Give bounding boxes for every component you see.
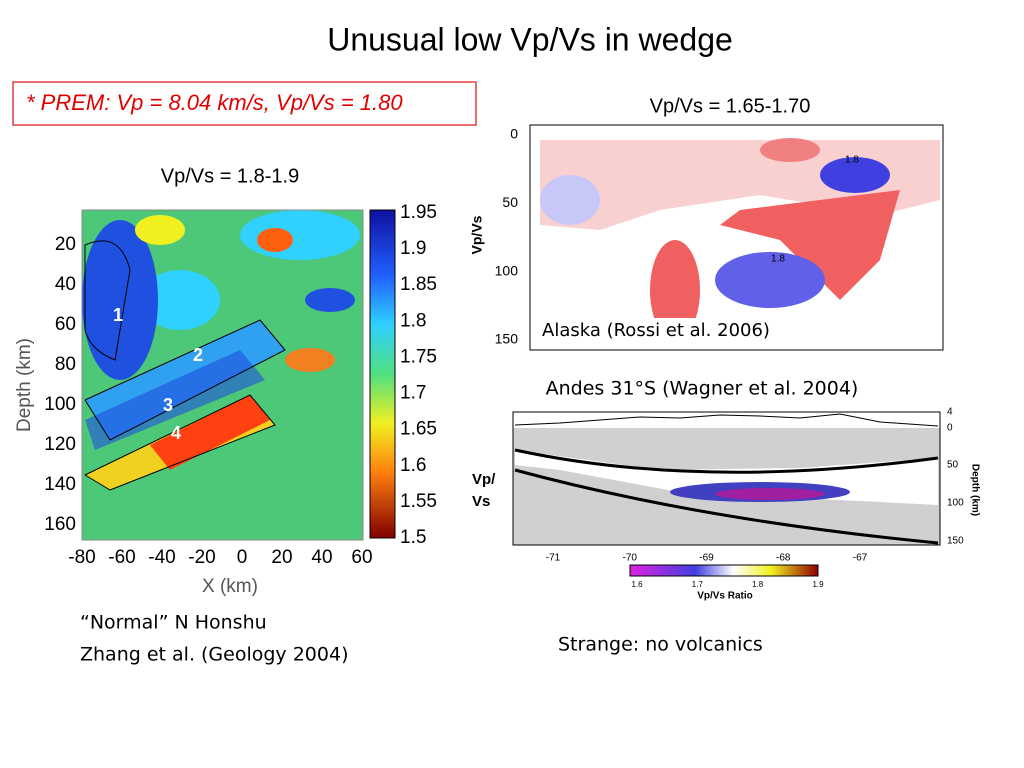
y-axis-label: Vp/ (472, 471, 496, 488)
caption: “Normal” N Honshu (80, 612, 267, 634)
contour-label: 1.8 (845, 155, 859, 166)
colorbar-tick: 1.65 (400, 419, 437, 440)
tick-label: 100 (947, 498, 964, 509)
tick-label: 4 (947, 407, 953, 418)
tomography-image (529, 124, 944, 351)
tick-label: 60 (55, 314, 76, 335)
tick-label: 50 (502, 194, 518, 210)
tick-label: 40 (55, 274, 76, 295)
colorbar-tick: 1.8 (752, 580, 764, 589)
colorbar-tick: 1.95 (400, 202, 437, 223)
colorbar-tick: 1.7 (400, 383, 426, 404)
tick-label: 0 (237, 547, 248, 568)
tick-label: 160 (44, 514, 76, 535)
colorbar-tick: 1.75 (400, 346, 437, 367)
tick-label: -60 (108, 547, 135, 568)
colorbar-tick: 1.8 (400, 310, 426, 331)
panel-heading: Vp/Vs = 1.8-1.9 (161, 165, 299, 187)
colorbar-tick: 1.9 (812, 580, 824, 589)
note: * PREM: Vp = 8.04 km/s, Vp/Vs = 1.80 (26, 90, 403, 115)
colorbar-tick: 1.6 (400, 455, 426, 476)
tick-label: 0 (510, 126, 518, 142)
tick-label: -40 (148, 547, 175, 568)
tick-label: 140 (44, 474, 76, 495)
colorbar-tick: 1.6 (631, 580, 643, 589)
tick-label: 100 (495, 262, 519, 278)
region-label: 2 (193, 345, 203, 365)
colorbar-tick: 1.5 (400, 527, 426, 548)
tick-label: 20 (55, 234, 76, 255)
tick-label: 40 (311, 547, 332, 568)
colorbar-tick: 1.85 (400, 274, 437, 295)
region-label: 1 (113, 305, 123, 325)
x-axis-label: X (km) (202, 576, 258, 597)
inset-label: Alaska (Rossi et al. 2006) (542, 320, 770, 341)
colorbar (629, 564, 819, 577)
colorbar (369, 209, 396, 539)
tick-label: 120 (44, 434, 76, 455)
contour-label: 1.8 (771, 254, 785, 265)
tick-label: 60 (351, 547, 372, 568)
tick-label: -70 (623, 553, 638, 564)
tick-label: 100 (44, 394, 76, 415)
tick-label: -20 (188, 547, 215, 568)
tick-label: 50 (947, 460, 959, 471)
note-box (12, 81, 477, 126)
caption: Zhang et al. (Geology 2004) (80, 644, 349, 666)
tick-label: 0 (947, 423, 953, 434)
y-axis-label: Vp/Vs (469, 215, 485, 254)
colorbar-tick: 1.55 (400, 491, 437, 512)
colorbar-tick: 1.9 (400, 238, 426, 259)
tick-label: 150 (495, 331, 519, 347)
tick-label: -80 (68, 547, 95, 568)
y-axis-label: Depth (km) (14, 338, 35, 432)
tomography-image (81, 209, 364, 541)
tick-label: 80 (55, 354, 76, 375)
inset-box (536, 318, 798, 346)
tick-label: 20 (271, 547, 292, 568)
region-label: 3 (163, 395, 173, 415)
colorbar-tick: 1.7 (692, 580, 704, 589)
tomography-image (512, 411, 941, 546)
tick-label: -69 (699, 553, 714, 564)
y-axis-label: Vs (472, 493, 490, 510)
tick-label: -68 (776, 553, 791, 564)
colorbar-label: Vp/Vs Ratio (697, 591, 753, 602)
panel-heading: Andes 31°S (Wagner et al. 2004) (546, 378, 859, 400)
panel-heading: Vp/Vs = 1.65-1.70 (650, 95, 811, 117)
tick-label: 150 (947, 536, 964, 547)
caption: Strange: no volcanics (558, 634, 763, 656)
tick-label: -67 (853, 553, 868, 564)
right-axis-label: Depth (km) (969, 464, 980, 516)
region-label: 4 (171, 423, 181, 443)
tick-label: -71 (546, 553, 561, 564)
slide-title: Unusual low Vp/Vs in wedge (327, 21, 733, 57)
